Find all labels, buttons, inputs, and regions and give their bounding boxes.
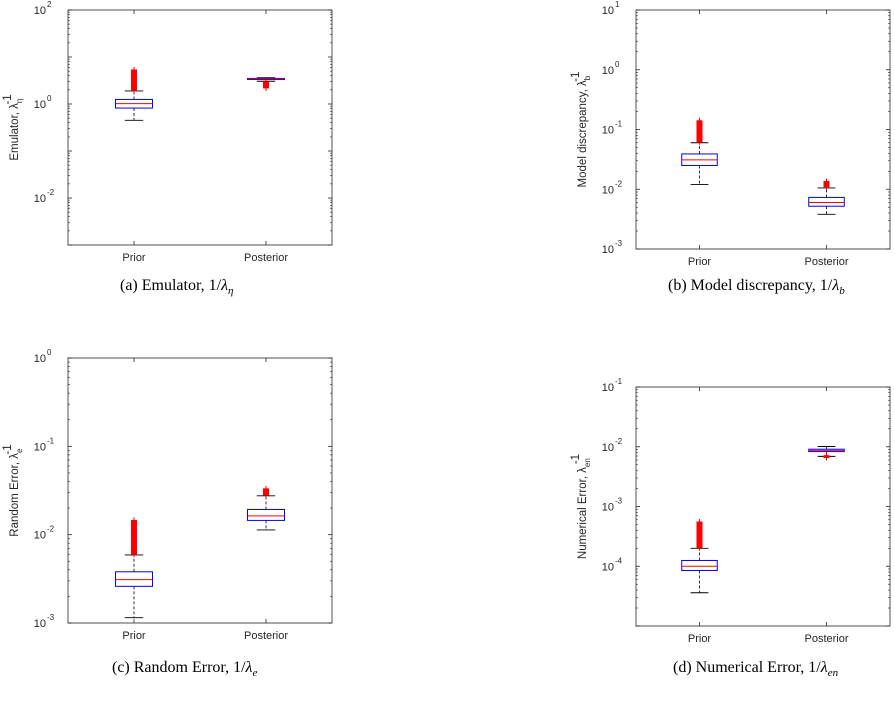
y-tick-label: 10 xyxy=(602,65,614,77)
y-tick-label: 10 xyxy=(602,442,614,454)
y-tick-exponent: -3 xyxy=(615,497,623,506)
plot-frame xyxy=(635,9,891,250)
y-axis-label: Emulator, λη-1 xyxy=(2,94,24,160)
x-tick-label: Posterior xyxy=(804,256,848,268)
y-tick-exponent: 0 xyxy=(47,348,52,357)
y-tick-label: 10 xyxy=(34,353,46,365)
box xyxy=(115,571,153,587)
caption-c: (c) Random Error, 1/λe xyxy=(112,659,257,679)
y-tick-exponent: -1 xyxy=(615,377,623,386)
y-tick-exponent: -2 xyxy=(615,437,623,446)
x-tick-label: Posterior xyxy=(804,633,848,645)
y-tick-exponent: -2 xyxy=(615,179,623,188)
box xyxy=(808,196,845,207)
y-axis-label: Numerical Error, λen-1 xyxy=(570,454,592,559)
y-tick-exponent: 2 xyxy=(47,0,52,9)
y-tick-exponent: -2 xyxy=(47,188,55,197)
x-tick-label: Prior xyxy=(688,633,712,645)
caption-b: (b) Model discrepancy, 1/λb xyxy=(668,277,845,297)
caption-a: (a) Emulator, 1/λη xyxy=(120,277,234,297)
y-axis-label: Model discrepancy, λb-1 xyxy=(570,72,592,188)
y-tick-label: 10 xyxy=(602,382,614,394)
y-tick-label: 10 xyxy=(602,244,614,256)
y-tick-label: 10 xyxy=(34,99,46,111)
y-tick-exponent: -3 xyxy=(615,239,623,248)
box xyxy=(247,508,285,521)
y-tick-exponent: -2 xyxy=(47,525,55,534)
plot-frame xyxy=(67,357,333,624)
outlier-cluster xyxy=(131,69,137,91)
y-tick-label: 10 xyxy=(34,441,46,453)
x-tick-label: Prior xyxy=(688,256,712,268)
x-tick-label: Prior xyxy=(122,630,146,642)
plot-frame xyxy=(635,386,891,627)
y-tick-exponent: -1 xyxy=(47,436,55,445)
outlier-cluster xyxy=(696,522,703,548)
box xyxy=(681,559,718,571)
caption-d: (d) Numerical Error, 1/λen xyxy=(673,659,839,679)
y-tick-label: 10 xyxy=(34,530,46,542)
y-tick-exponent: 0 xyxy=(615,60,620,69)
y-tick-label: 10 xyxy=(34,193,46,205)
y-tick-exponent: -1 xyxy=(615,120,623,129)
y-tick-exponent: -4 xyxy=(615,556,623,565)
y-tick-label: 10 xyxy=(34,5,46,17)
y-axis-label: Random Error, λe-1 xyxy=(2,444,24,536)
x-tick-label: Posterior xyxy=(244,252,288,264)
x-tick-label: Posterior xyxy=(244,630,288,642)
y-tick-label: 10 xyxy=(602,561,614,573)
x-tick-label: Prior xyxy=(122,252,146,264)
y-tick-exponent: 1 xyxy=(615,0,620,9)
outlier-cluster xyxy=(696,120,703,142)
plot-frame xyxy=(67,9,333,246)
y-tick-label: 10 xyxy=(602,5,614,17)
y-tick-label: 10 xyxy=(34,618,46,630)
y-tick-label: 10 xyxy=(602,125,614,137)
y-tick-label: 10 xyxy=(602,184,614,196)
outlier-cluster xyxy=(131,520,137,555)
y-tick-exponent: 0 xyxy=(47,94,52,103)
outlier-cluster xyxy=(263,488,269,496)
y-tick-label: 10 xyxy=(602,502,614,514)
y-tick-exponent: -3 xyxy=(47,613,55,622)
